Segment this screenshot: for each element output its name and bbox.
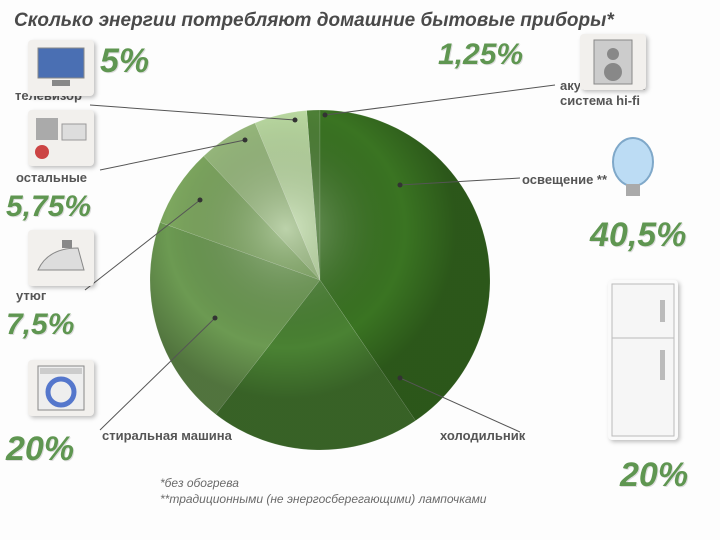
fridge-icon — [608, 280, 678, 440]
pct-others: 5,75% — [6, 190, 91, 224]
lbl-iron: утюг — [16, 288, 46, 303]
devices-icon — [28, 110, 94, 166]
footnote-1: *без обогрева — [160, 476, 239, 490]
tv-icon — [28, 40, 94, 96]
pct-lighting: 40,5% — [590, 216, 686, 255]
pct-tv: 5% — [100, 42, 149, 81]
pct-iron: 7,5% — [6, 308, 74, 342]
pct-hifi: 1,25% — [438, 38, 523, 72]
bulb-icon — [600, 134, 666, 190]
pct-fridge: 20% — [620, 456, 688, 495]
lbl-lighting: освещение ** — [522, 172, 607, 187]
washer-icon — [28, 360, 94, 416]
pct-washer: 20% — [6, 430, 74, 469]
speaker-icon — [580, 34, 646, 90]
iron-icon — [28, 230, 94, 286]
lbl-others: остальные — [16, 170, 87, 185]
lbl-fridge: холодильник — [440, 428, 525, 443]
lbl-washer: стиральная машина — [102, 428, 232, 443]
footnote-2: **традиционными (не энергосберегающими) … — [160, 492, 486, 506]
